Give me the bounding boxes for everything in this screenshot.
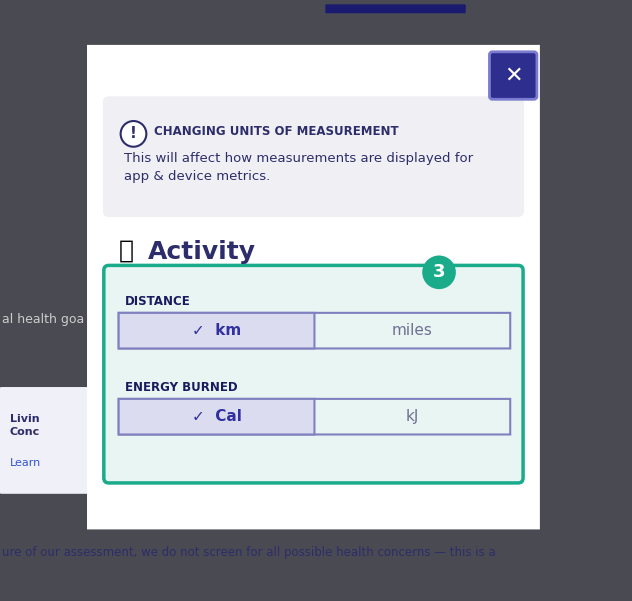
Text: ✓  km: ✓ km xyxy=(192,323,241,338)
Text: DISTANCE: DISTANCE xyxy=(125,296,190,308)
Text: CHANGING UNITS OF MEASUREMENT: CHANGING UNITS OF MEASUREMENT xyxy=(154,126,399,138)
FancyBboxPatch shape xyxy=(119,313,315,349)
FancyBboxPatch shape xyxy=(119,313,510,349)
Text: Learn: Learn xyxy=(10,458,41,468)
Text: ure of our assessment, we do not screen for all possible health concerns — this : ure of our assessment, we do not screen … xyxy=(2,546,495,559)
Circle shape xyxy=(121,121,147,147)
Text: miles: miles xyxy=(392,323,433,338)
FancyBboxPatch shape xyxy=(325,4,466,13)
Text: !: ! xyxy=(130,126,137,141)
Text: ✕: ✕ xyxy=(504,66,523,85)
Text: kJ: kJ xyxy=(406,409,419,424)
Text: Livin
Conc: Livin Conc xyxy=(10,413,40,437)
FancyBboxPatch shape xyxy=(87,45,540,529)
Text: ENERGY BURNED: ENERGY BURNED xyxy=(125,380,237,394)
FancyBboxPatch shape xyxy=(119,399,315,435)
FancyBboxPatch shape xyxy=(0,387,95,494)
Circle shape xyxy=(422,255,456,289)
Text: 3: 3 xyxy=(433,263,446,281)
Text: al health goa: al health goa xyxy=(2,313,84,326)
FancyBboxPatch shape xyxy=(489,52,537,99)
Text: ✓  Cal: ✓ Cal xyxy=(191,409,241,424)
FancyBboxPatch shape xyxy=(104,266,523,483)
Text: This will affect how measurements are displayed for
app & device metrics.: This will affect how measurements are di… xyxy=(124,151,473,183)
FancyBboxPatch shape xyxy=(103,96,524,217)
FancyBboxPatch shape xyxy=(119,399,510,435)
Text: Activity: Activity xyxy=(149,240,257,264)
Text: 🔥: 🔥 xyxy=(119,239,133,263)
